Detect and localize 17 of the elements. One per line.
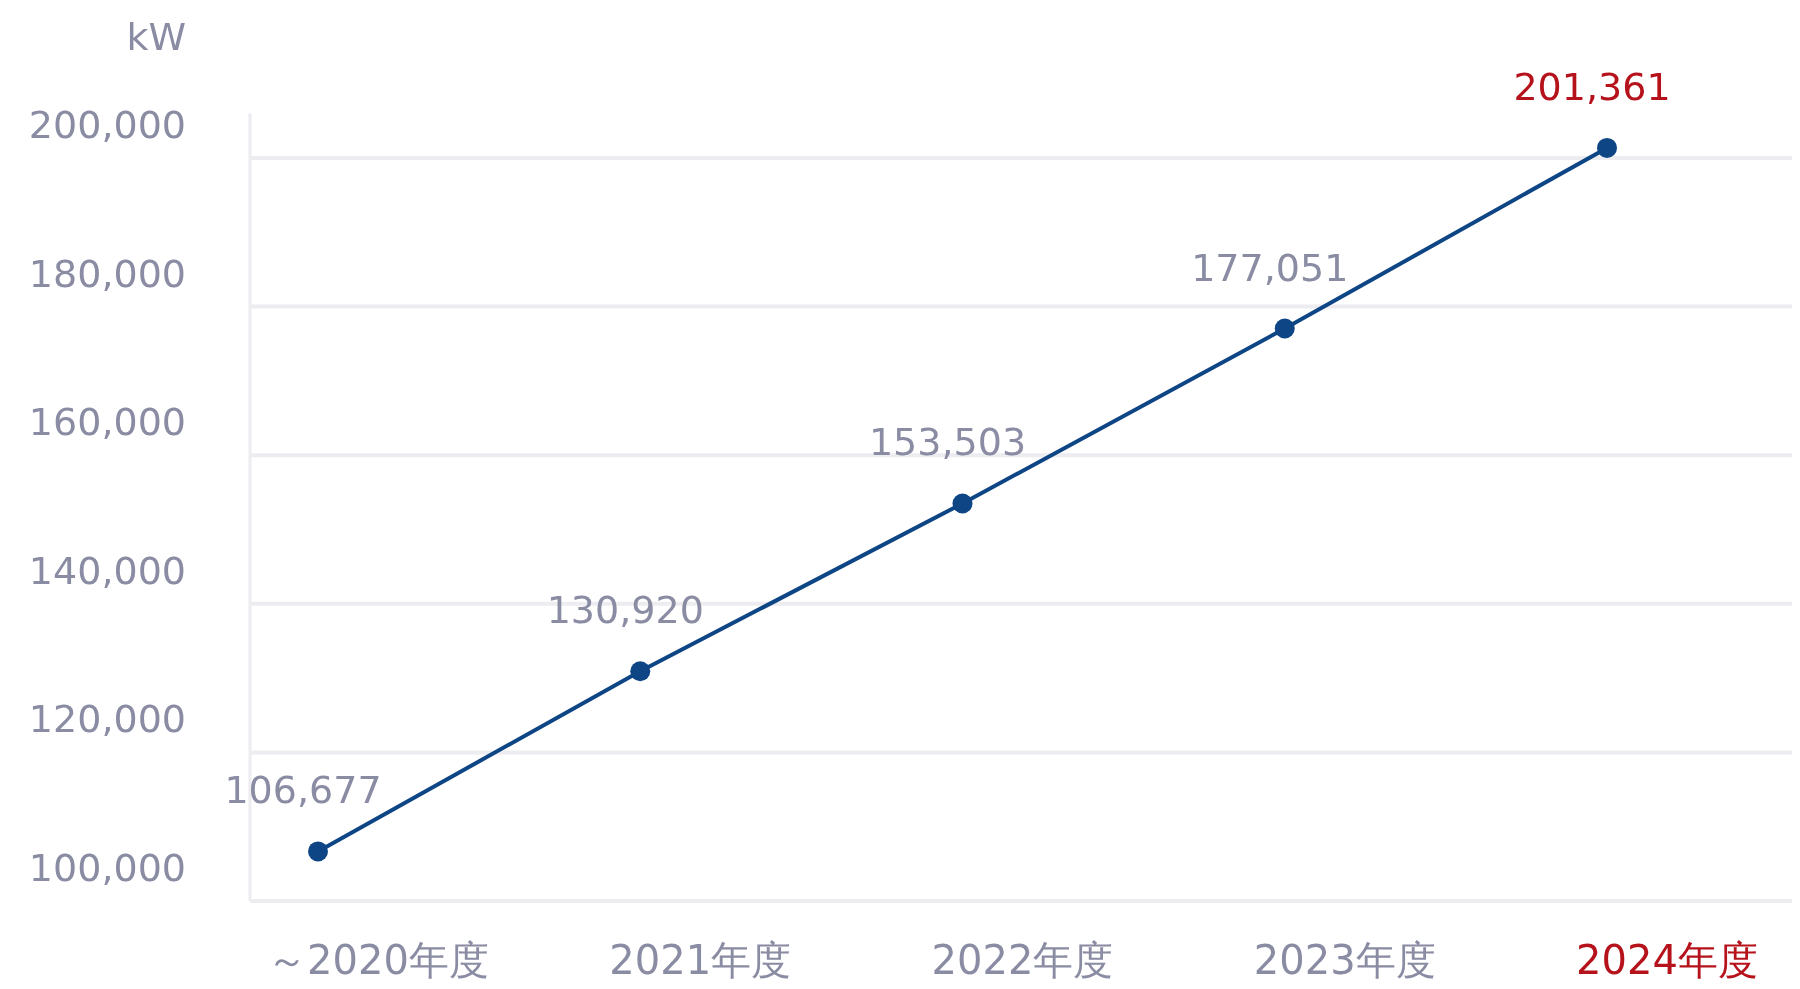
y-axis-title: kW xyxy=(126,15,186,59)
y-tick-label: 120,000 xyxy=(28,697,186,742)
x-tick-label: ～2020年度 xyxy=(267,937,489,983)
x-tick-label: 2022年度 xyxy=(931,937,1114,983)
y-tick-label: 200,000 xyxy=(28,103,186,147)
y-tick-label: 140,000 xyxy=(28,548,186,593)
y-tick-label: 180,000 xyxy=(28,251,186,296)
y-tick-label: 100,000 xyxy=(28,846,186,890)
data-label: 177,051 xyxy=(1191,245,1349,290)
y-tick-label: 160,000 xyxy=(28,400,186,445)
data-label: 106,677 xyxy=(224,768,382,813)
x-tick-label: 2024年度 xyxy=(1576,937,1758,983)
data-label: 201,361 xyxy=(1513,64,1671,109)
data-label: 153,503 xyxy=(868,420,1027,465)
data-label: 130,920 xyxy=(546,588,704,633)
x-tick-label: 2023年度 xyxy=(1253,937,1436,983)
x-tick-label: 2021年度 xyxy=(609,937,792,983)
